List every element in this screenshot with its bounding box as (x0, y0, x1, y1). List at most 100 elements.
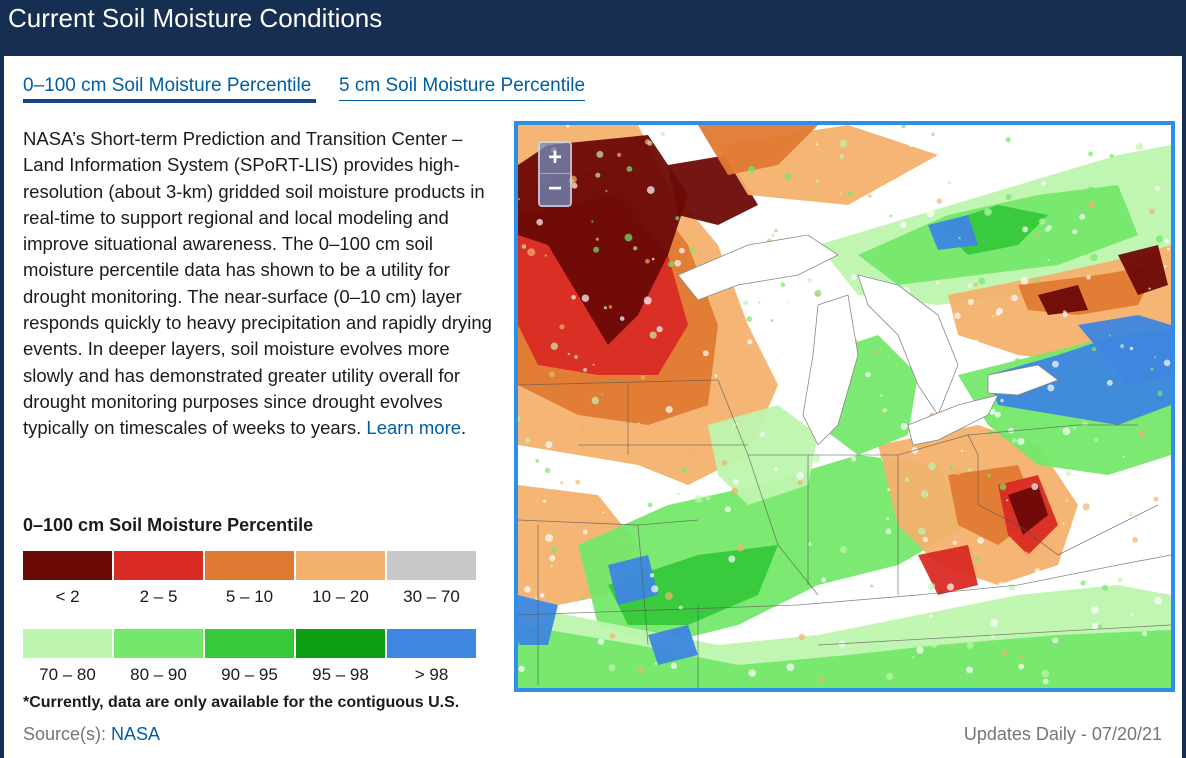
moisture-region (698, 125, 818, 175)
map-texture (928, 443, 931, 446)
map-texture (807, 215, 813, 222)
map-texture (757, 632, 764, 639)
map-texture (748, 166, 756, 174)
map-texture (640, 375, 646, 380)
map-texture (544, 467, 551, 473)
map-texture (1150, 367, 1154, 371)
map-texture (736, 544, 745, 552)
tab-5cm[interactable]: 5 cm Soil Moisture Percentile (339, 74, 586, 101)
map-texture (1154, 597, 1162, 605)
state-border (518, 604, 799, 616)
learn-more-link[interactable]: Learn more (366, 417, 462, 439)
state-border (1017, 504, 1159, 556)
map-texture (999, 483, 1007, 491)
map-texture (1052, 360, 1059, 368)
tab-label: 5 cm Soil Moisture Percentile (339, 75, 586, 96)
map-texture (539, 593, 545, 598)
map-texture (879, 394, 883, 397)
map-texture (904, 477, 910, 483)
map-texture (649, 331, 657, 339)
map-texture (815, 179, 819, 183)
map-texture (1013, 278, 1017, 282)
map-texture (648, 530, 653, 534)
map-texture (1093, 193, 1101, 201)
map-texture (549, 555, 556, 562)
map-texture (1164, 238, 1169, 243)
map-texture (796, 471, 804, 480)
map-texture (726, 329, 732, 335)
map-texture (918, 527, 926, 535)
map-texture (527, 248, 536, 257)
map-texture (839, 154, 844, 159)
moisture-region (608, 555, 658, 605)
map-texture (1090, 606, 1099, 614)
legend-swatch (387, 551, 476, 580)
map-texture (882, 408, 887, 413)
map-texture (543, 499, 547, 503)
tab-label: 0–100 cm Soil Moisture Percentile (23, 75, 312, 96)
map-texture (1065, 471, 1071, 477)
map-texture (664, 592, 673, 600)
map-texture (1018, 663, 1024, 670)
map-texture (991, 315, 994, 318)
map-texture (1121, 134, 1125, 139)
legend-swatch (23, 629, 112, 658)
map-canvas[interactable] (518, 125, 1171, 688)
map-texture (839, 546, 847, 554)
map-texture (1120, 344, 1125, 349)
map-texture (929, 614, 933, 618)
moisture-region (608, 545, 778, 625)
map-texture (561, 467, 565, 470)
map-texture (518, 198, 520, 201)
map-texture (795, 288, 801, 294)
map-texture (936, 198, 942, 204)
map-texture (1139, 155, 1144, 159)
map-texture (908, 141, 915, 148)
state-border (817, 624, 1171, 646)
zoom-in-button[interactable]: + (540, 143, 570, 174)
map-texture (535, 458, 539, 463)
map-texture (851, 456, 857, 462)
map-texture (911, 656, 915, 659)
map-texture (534, 596, 539, 600)
map-texture (596, 150, 604, 158)
map-texture (807, 278, 812, 283)
map-texture (1047, 384, 1055, 392)
map-texture (539, 441, 542, 445)
legend-swatch (296, 629, 385, 658)
map-texture (645, 259, 650, 264)
map-texture (922, 536, 929, 543)
map-texture (1157, 390, 1163, 396)
map-texture (748, 669, 756, 677)
zoom-out-button[interactable]: − (547, 175, 562, 202)
map-texture (518, 416, 521, 422)
map-texture (728, 555, 736, 563)
map-texture (583, 368, 587, 372)
map-texture (1047, 258, 1050, 261)
state-border (518, 379, 719, 386)
map-texture (592, 363, 595, 366)
map-texture (886, 673, 894, 680)
map-texture (1132, 536, 1138, 543)
map-texture (714, 374, 718, 378)
soil-moisture-map[interactable]: + − (514, 121, 1175, 692)
map-texture (1088, 151, 1094, 157)
map-texture (870, 584, 874, 588)
map-texture (1120, 128, 1127, 135)
map-texture (674, 259, 681, 267)
legend-label: 10 – 20 (312, 587, 369, 606)
map-texture (1020, 655, 1024, 660)
map-texture (920, 490, 929, 498)
map-texture (1062, 427, 1071, 436)
map-texture (1101, 584, 1108, 591)
map-texture (660, 131, 665, 137)
map-texture (702, 350, 709, 357)
map-texture (975, 557, 980, 562)
map-texture (619, 316, 625, 321)
updates-info: Updates Daily - 07/20/21 (963, 724, 1162, 744)
source-link[interactable]: NASA (111, 724, 161, 744)
map-texture (1117, 577, 1123, 583)
legend-swatch (205, 629, 294, 658)
tab-0-100cm[interactable]: 0–100 cm Soil Moisture Percentile (23, 74, 316, 103)
